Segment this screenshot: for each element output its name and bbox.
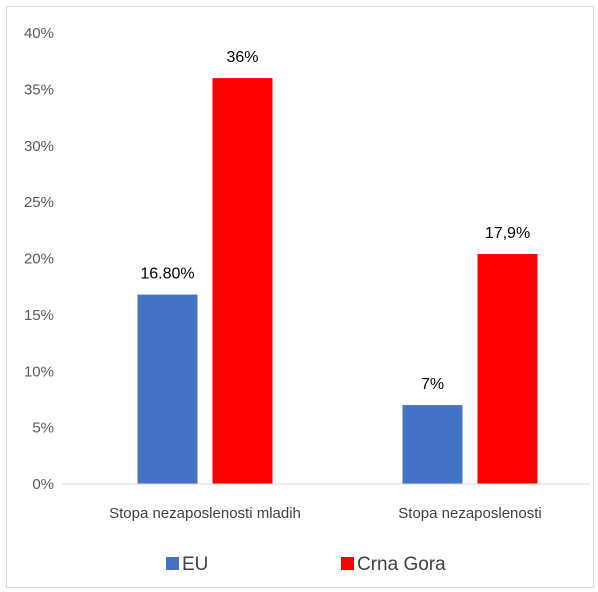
- y-axis: 0% 5% 10% 15% 20% 25% 30% 35% 40%: [24, 25, 54, 493]
- data-label: 16.80%: [140, 266, 194, 283]
- legend-label: Crna Gora: [357, 554, 446, 575]
- legend: EU Crna Gora: [166, 554, 446, 575]
- y-tick-label: 40%: [24, 25, 54, 42]
- x-tick-label: Stopa nezaposlenosti: [398, 505, 541, 522]
- legend-label: EU: [182, 554, 208, 575]
- y-tick-label: 35%: [24, 81, 54, 98]
- y-tick-label: 0%: [32, 476, 54, 493]
- data-label: 36%: [226, 49, 258, 66]
- y-tick-label: 10%: [24, 363, 54, 380]
- bar: [402, 405, 463, 484]
- bar: [212, 78, 273, 484]
- x-axis: Stopa nezaposlenosti mladih Stopa nezapos…: [109, 505, 542, 522]
- legend-swatch: [341, 557, 354, 570]
- data-label: 17,9%: [485, 225, 530, 242]
- bar: [137, 294, 198, 484]
- y-tick-label: 15%: [24, 307, 54, 324]
- data-label: 7%: [421, 376, 444, 393]
- y-tick-label: 20%: [24, 251, 54, 268]
- y-tick-label: 25%: [24, 194, 54, 211]
- x-tick-label: Stopa nezaposlenosti mladih: [109, 505, 301, 522]
- legend-swatch: [166, 557, 179, 570]
- y-tick-label: 5%: [32, 420, 54, 437]
- plot-area: 16.80% 7% 36% 17,9%: [137, 49, 538, 484]
- bar: [477, 253, 538, 484]
- y-tick-label: 30%: [24, 138, 54, 155]
